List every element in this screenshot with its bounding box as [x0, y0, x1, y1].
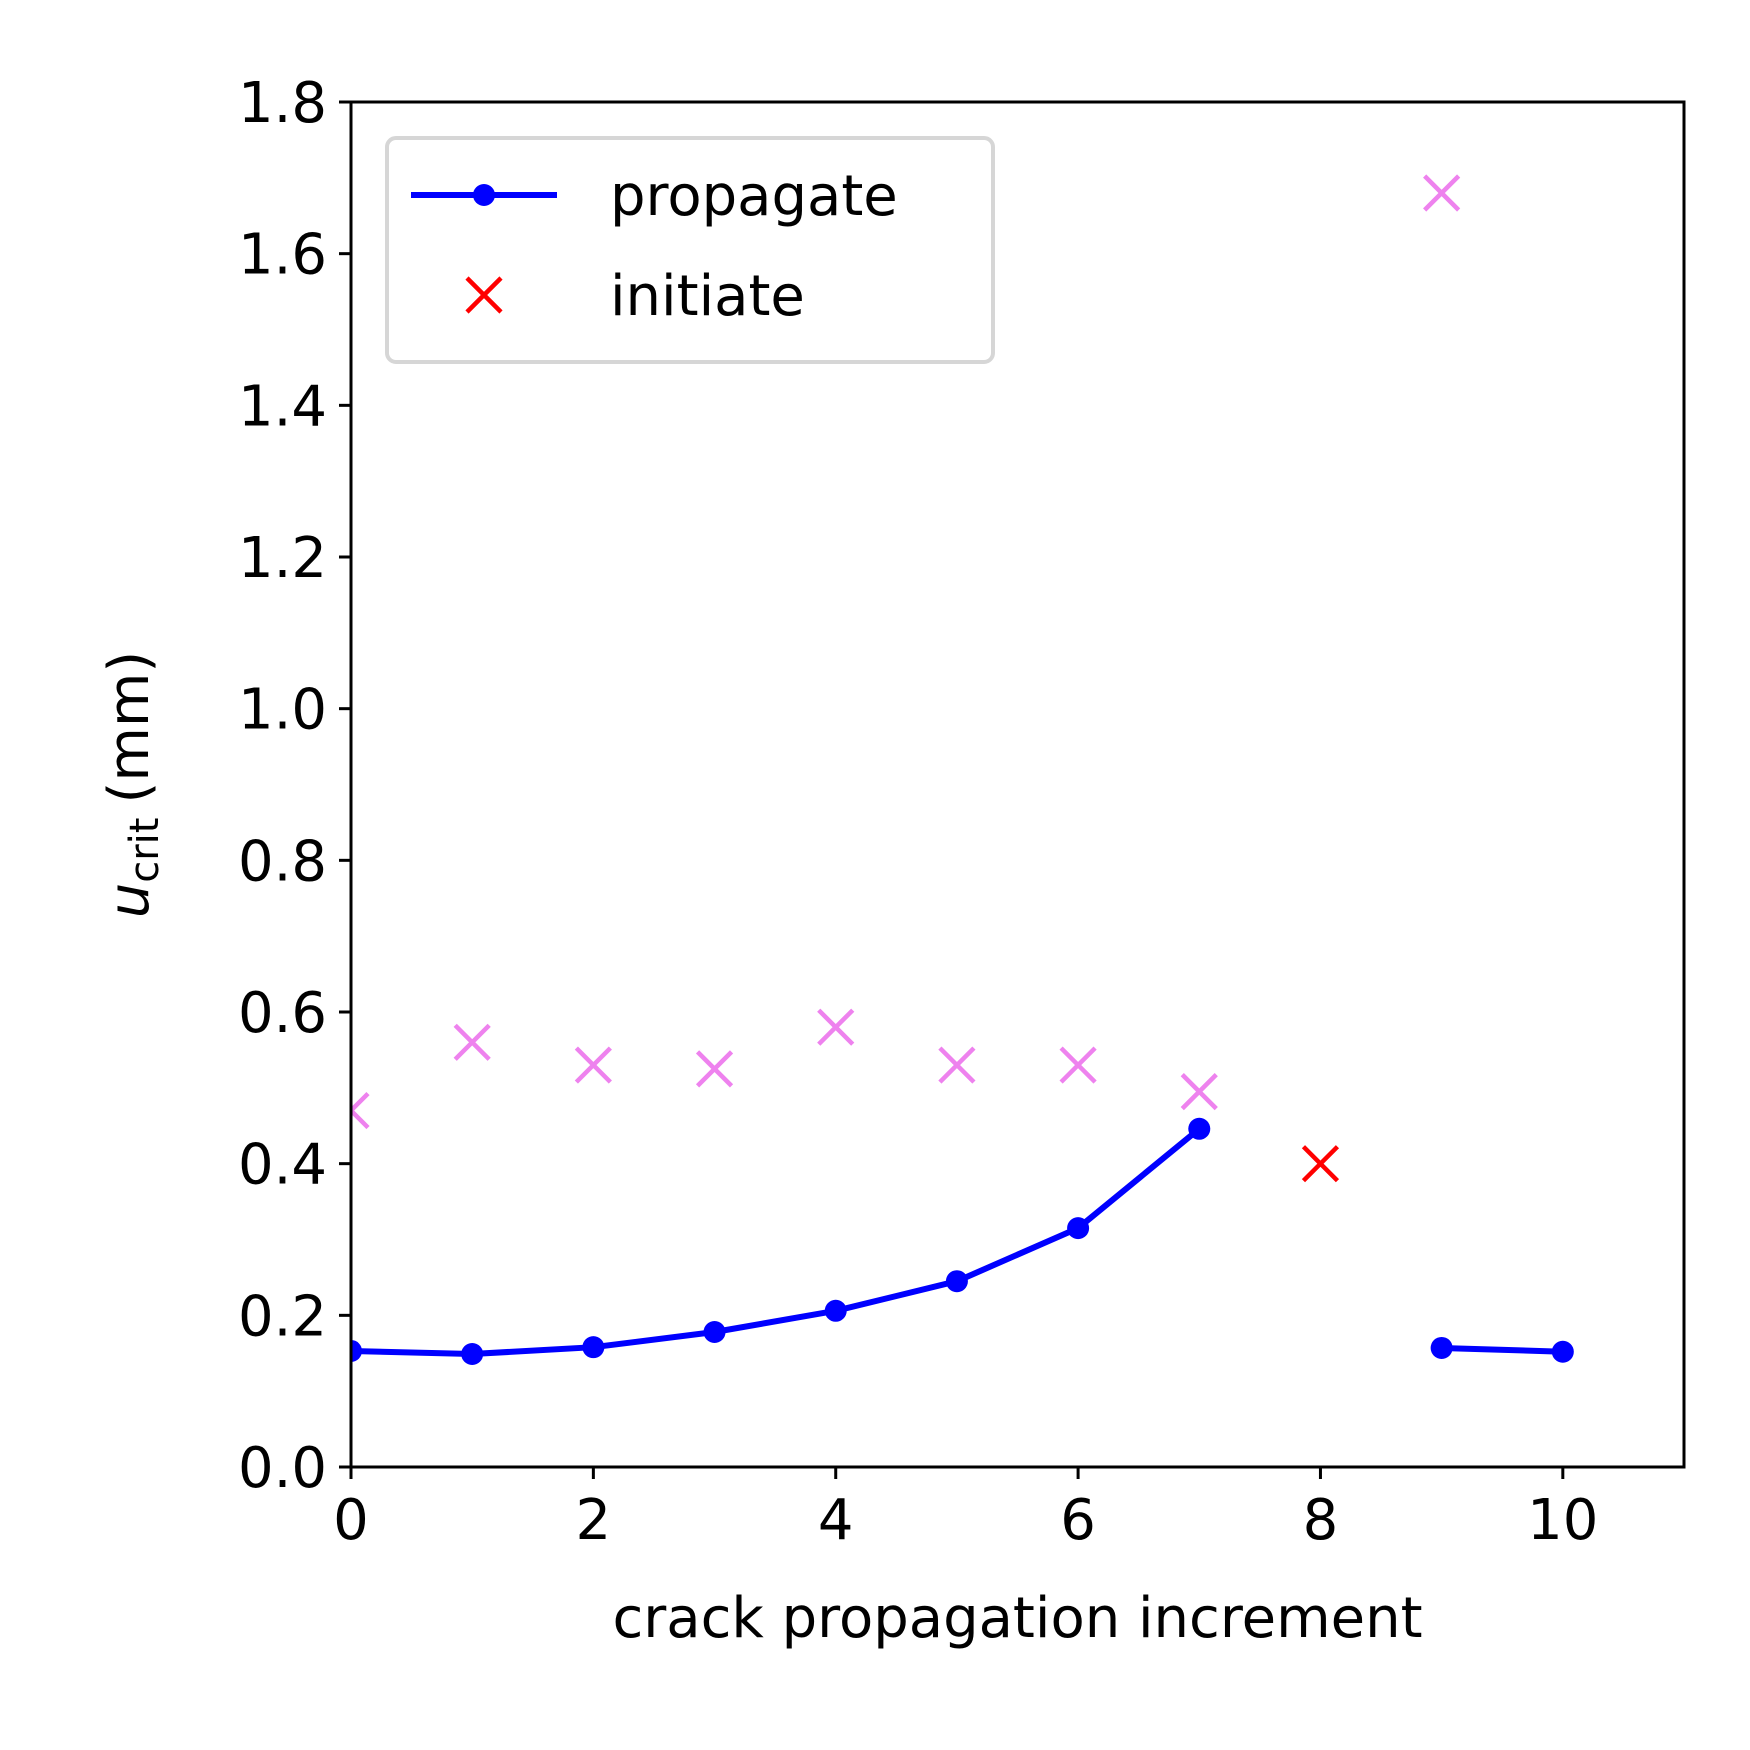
y-tick-label: 0.0 — [238, 1436, 327, 1501]
data-point-unlabeled — [453, 1023, 491, 1061]
data-point-unlabeled — [695, 1050, 734, 1088]
data-point-propagate — [824, 1299, 847, 1322]
data-point-unlabeled — [938, 1046, 976, 1084]
legend-entry-propagate: propagate — [411, 164, 898, 229]
x-tick-label: 0 — [333, 1488, 369, 1553]
data-point-unlabeled — [351, 1091, 370, 1130]
axis-ticks: 0 2 4 6 8 10 0.0 0.2 0.4 0.6 0.8 1.0 1.2 1.4 1.6 1.8 — [238, 71, 1599, 1553]
data-point-propagate — [1551, 1340, 1574, 1363]
y-axis-label-symbol: u — [97, 883, 162, 919]
data-point-propagate — [351, 1339, 362, 1362]
y-tick-label: 1.2 — [238, 526, 327, 591]
data-point-unlabeled — [1180, 1073, 1218, 1111]
axes-frame — [349, 100, 1686, 1469]
x-tick-label: 10 — [1527, 1488, 1598, 1553]
y-tick-label: 1.0 — [238, 678, 327, 743]
data-point-initiate — [1301, 1145, 1340, 1183]
legend-entry-initiate: initiate — [465, 264, 805, 329]
x-tick-label: 8 — [1303, 1488, 1339, 1553]
data-point-propagate — [1430, 1336, 1453, 1359]
legend-marker-initiate — [465, 276, 503, 314]
legend-label-propagate: propagate — [610, 164, 898, 229]
series-line-propagate-1 — [1441, 1344, 1563, 1355]
series-line-propagate-0 — [351, 1126, 1202, 1358]
x-tick-label: 6 — [1060, 1488, 1096, 1553]
plot-area — [351, 174, 1574, 1366]
data-point-unlabeled — [574, 1046, 612, 1084]
data-point-unlabeled — [817, 1008, 855, 1046]
y-tick-label: 0.4 — [238, 1133, 327, 1198]
legend-label-initiate: initiate — [610, 264, 805, 329]
x-axis-label: crack propagation increment — [612, 1586, 1422, 1651]
plot-data — [351, 174, 1574, 1366]
y-tick-label: 0.8 — [238, 829, 327, 894]
data-point-propagate — [1188, 1117, 1211, 1140]
y-axis-label: ucrit (mm) — [97, 651, 168, 919]
y-tick-label: 0.2 — [238, 1284, 327, 1349]
y-axis-label-subscript: crit — [122, 818, 168, 883]
data-point-propagate — [703, 1321, 726, 1344]
y-axis-label-unit: (mm) — [97, 651, 162, 804]
data-point-propagate — [461, 1343, 484, 1366]
data-point-propagate — [1067, 1217, 1090, 1240]
x-tick-label: 2 — [576, 1488, 612, 1553]
y-tick-label: 1.4 — [238, 374, 327, 439]
y-tick-label: 0.6 — [238, 981, 327, 1046]
y-tick-label: 1.8 — [238, 71, 327, 136]
data-point-propagate — [582, 1336, 605, 1359]
data-point-unlabeled — [1423, 174, 1461, 212]
x-tick-label: 4 — [818, 1488, 854, 1553]
legend-marker-propagate — [473, 184, 495, 206]
y-tick-label: 1.6 — [238, 223, 327, 288]
legend: propagate initiate — [385, 136, 995, 364]
data-point-propagate — [945, 1270, 968, 1293]
data-point-unlabeled — [1059, 1046, 1097, 1084]
